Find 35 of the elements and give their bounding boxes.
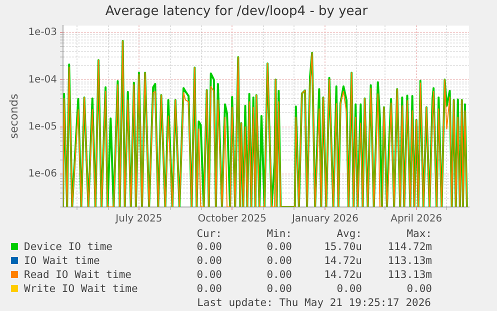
text: 0.00 — [336, 282, 362, 296]
text: 14.72u — [323, 254, 362, 268]
x-tick-label: October 2025 — [198, 214, 266, 225]
y-tick-label: 1e-03 — [28, 27, 58, 38]
x-tick-label: July 2025 — [114, 214, 162, 225]
text: Last update: Thu May 21 19:25:17 2026 — [196, 296, 432, 310]
x-tick-label: April 2026 — [390, 214, 442, 225]
text: 0.00 — [196, 282, 222, 296]
text: 0.00 — [266, 254, 292, 268]
y-axis-title: seconds — [7, 94, 20, 139]
text: 0.00 — [196, 240, 222, 254]
text: 0.00 — [196, 254, 222, 268]
text: Cur: — [196, 228, 222, 240]
text: 113.13m — [386, 268, 432, 282]
text: 0.00 — [406, 282, 432, 296]
text: 15.70u — [323, 240, 362, 254]
y-tick-label: 1e-04 — [28, 74, 58, 86]
chart-title: Average latency for /dev/loop4 - by year — [105, 4, 368, 20]
legend-label: IO Wait time — [24, 255, 100, 267]
text: 0.00 — [266, 282, 292, 296]
text: 0.00 — [266, 240, 292, 254]
text: 113.13m — [386, 254, 432, 268]
x-tick-label: January 2026 — [290, 214, 359, 225]
text: Min: — [266, 228, 292, 240]
legend-label: Write IO Wait time — [24, 283, 138, 295]
legend-label: Read IO Wait time — [24, 269, 132, 281]
text: Max: — [406, 228, 432, 240]
text: 0.00 — [266, 268, 292, 282]
y-tick-label: 1e-05 — [28, 121, 58, 132]
text: 14.72u — [323, 268, 362, 282]
y-tick-label: 1e-06 — [28, 168, 58, 180]
legend-label: Device IO time — [24, 241, 113, 253]
text: Avg: — [336, 228, 362, 240]
text: 0.00 — [196, 268, 222, 282]
text: 114.72m — [386, 240, 432, 254]
